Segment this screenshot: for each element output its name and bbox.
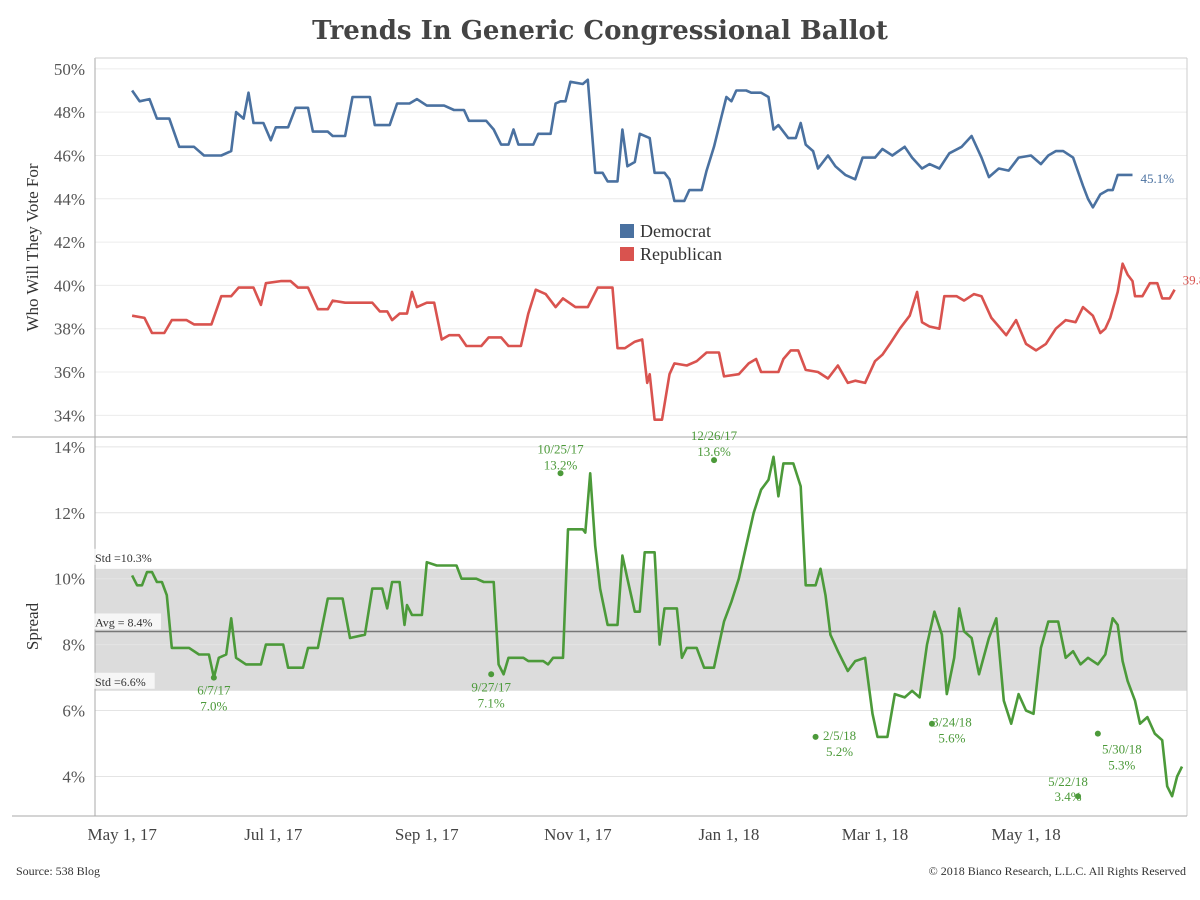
bottom-y-axis-title: Spread <box>23 602 42 650</box>
annotation-date: 12/26/17 <box>691 428 738 443</box>
annotation-marker <box>557 470 564 477</box>
annotation-marker <box>1075 793 1082 800</box>
republican-line <box>131 262 1176 422</box>
annotation-value: 13.6% <box>697 444 731 459</box>
annotation-marker <box>1094 730 1101 737</box>
bottom-y-tick-label: 8% <box>62 636 85 655</box>
bottom-y-tick-label: 14% <box>54 438 85 457</box>
std-low-label-bg <box>92 672 155 689</box>
spread-line <box>130 455 1184 798</box>
legend-label-republican: Republican <box>640 244 722 264</box>
annotation-marker <box>812 733 819 740</box>
bottom-y-tick-label: 12% <box>54 504 85 523</box>
legend-swatch-republican <box>620 247 634 261</box>
top-y-tick-label: 40% <box>54 276 85 295</box>
top-y-tick-label: 50% <box>54 60 85 79</box>
annotation-date: 9/27/17 <box>471 679 511 694</box>
x-tick-label: May 1, 17 <box>88 825 158 844</box>
annotation-date: 5/30/18 <box>1102 742 1142 757</box>
x-tick-label: Nov 1, 17 <box>544 825 612 844</box>
annotation-date: 5/22/18 <box>1048 774 1088 789</box>
x-tick-label: Jul 1, 17 <box>244 825 303 844</box>
top-y-tick-label: 46% <box>54 146 85 165</box>
top-y-tick-label: 42% <box>54 233 85 252</box>
annotation-date: 10/25/17 <box>537 441 584 456</box>
bottom-y-tick-label: 10% <box>54 570 85 589</box>
std-high-label-bg <box>92 548 161 565</box>
avg-label-bg <box>92 613 161 630</box>
legend-label-democrat: Democrat <box>640 221 711 241</box>
annotation-value: 7.1% <box>478 695 505 710</box>
top-y-tick-label: 48% <box>54 103 85 122</box>
annotation-value: 7.0% <box>200 699 227 714</box>
annotation-date: 2/5/18 <box>823 728 856 743</box>
annotation-value: 5.2% <box>826 744 853 759</box>
copyright-note: © 2018 Bianco Research, L.L.C. All Right… <box>928 864 1186 878</box>
legend-swatch-democrat <box>620 224 634 238</box>
avg-label: Avg = 8.4% <box>95 615 153 629</box>
top-y-tick-label: 34% <box>54 406 85 425</box>
annotation-marker <box>210 674 217 681</box>
bottom-y-tick-label: 4% <box>62 767 85 786</box>
std-low-label: Std =6.6% <box>95 675 146 689</box>
annotation-marker <box>488 671 495 678</box>
std-high-label: Std =10.3% <box>95 551 152 565</box>
x-tick-label: May 1, 18 <box>991 825 1060 844</box>
bottom-y-tick-label: 6% <box>62 702 85 721</box>
x-tick-label: Mar 1, 18 <box>842 825 909 844</box>
democrat-end-label: 45.1% <box>1141 171 1175 186</box>
top-y-tick-label: 44% <box>54 190 85 209</box>
top-y-tick-label: 38% <box>54 320 85 339</box>
chart-title: Trends In Generic Congressional Ballot <box>312 16 888 46</box>
x-tick-label: Sep 1, 17 <box>395 825 459 844</box>
annotation-value: 5.3% <box>1108 758 1135 773</box>
top-y-tick-label: 36% <box>54 363 85 382</box>
annotation-marker <box>928 720 935 727</box>
annotation-marker <box>711 457 718 464</box>
annotation-value: 13.2% <box>544 457 578 472</box>
x-tick-label: Jan 1, 18 <box>698 825 759 844</box>
top-y-axis-title: Who Will They Vote For <box>23 163 42 331</box>
annotation-value: 3.4% <box>1055 789 1082 804</box>
republican-end-label: 39.8% <box>1183 273 1200 288</box>
source-note: Source: 538 Blog <box>16 864 100 878</box>
annotation-value: 5.6% <box>938 731 965 746</box>
annotation-date: 3/24/18 <box>932 715 972 730</box>
democrat-line <box>131 78 1133 209</box>
annotation-date: 6/7/17 <box>197 683 231 698</box>
